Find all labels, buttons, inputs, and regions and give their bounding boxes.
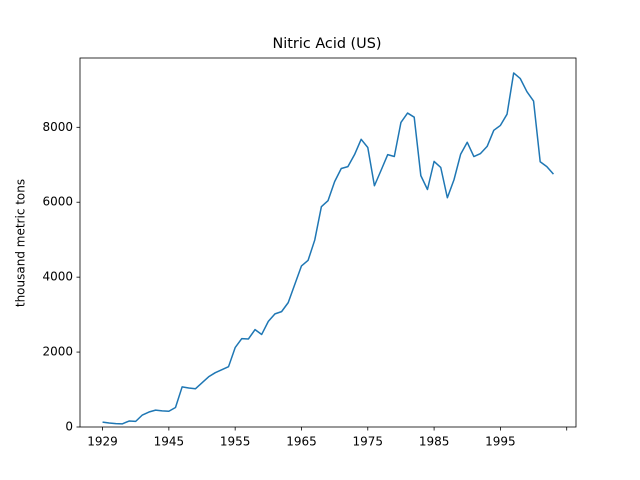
x-tick-label: 1975 — [353, 435, 384, 449]
y-tick-label: 8000 — [42, 120, 73, 134]
plot-frame — [79, 57, 577, 428]
x-tick-label: 1955 — [220, 435, 251, 449]
y-tick-label: 4000 — [42, 270, 73, 284]
y-tick-label: 6000 — [42, 195, 73, 209]
chart-title: Nitric Acid (US) — [273, 36, 382, 52]
x-tick-label: 1965 — [286, 435, 317, 449]
y-axis-label: thousand metric tons — [14, 179, 28, 307]
x-tick-label: 1995 — [485, 435, 516, 449]
y-tick-label: 0 — [65, 420, 73, 434]
data-line — [102, 72, 555, 425]
x-tick-label: 1985 — [419, 435, 450, 449]
x-tick-label: 1929 — [87, 435, 118, 449]
y-tick-label: 2000 — [42, 345, 73, 359]
x-tick-label: 1945 — [154, 435, 185, 449]
